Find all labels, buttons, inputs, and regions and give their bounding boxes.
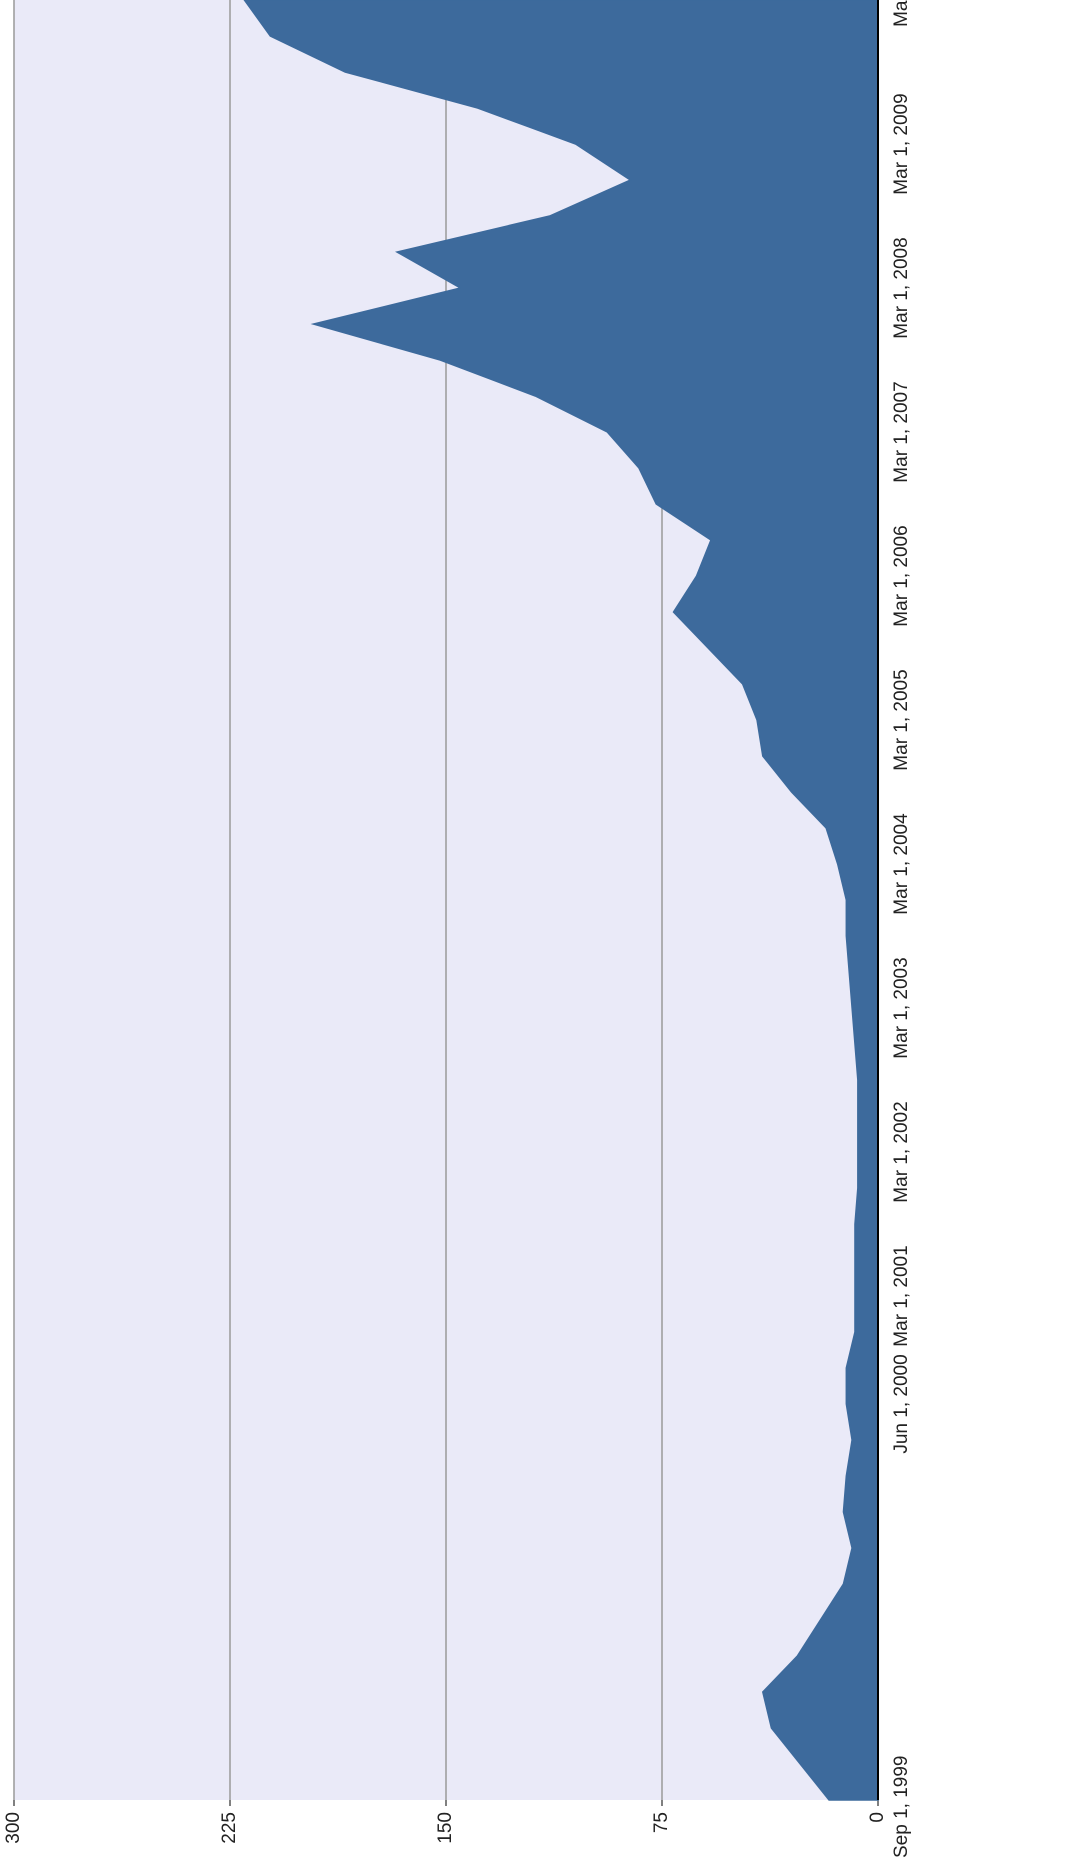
y-tick-label: 300 [3, 1812, 24, 1844]
x-tick-label: Mar 1, 2006 [891, 525, 912, 626]
x-tick-label: Mar 1, 2009 [891, 93, 912, 194]
x-tick-label: Sep 1, 1999 [891, 1756, 912, 1858]
y-tick-label: 225 [219, 1812, 240, 1844]
y-tick-label: 75 [651, 1812, 672, 1833]
y-tick-label: 150 [435, 1812, 456, 1844]
area [243, 0, 879, 1801]
y-tick-label: 0 [867, 1812, 888, 1823]
x-tick-label: Mar 1, 2004 [891, 813, 912, 915]
x-tick-label: Jun 1, 2000 [891, 1354, 912, 1453]
x-tick-label: Mar 1, 2003 [891, 957, 912, 1058]
x-tick-label: Mar 1, 2005 [891, 669, 912, 770]
x-tick-label: Mar 5. [891, 0, 912, 27]
x-tick-label: Mar 1, 2001 [891, 1245, 912, 1346]
x-tick-label: Mar 1, 2002 [891, 1101, 912, 1202]
x-tick-label: Mar 1, 2008 [891, 237, 912, 338]
x-tick-label: Mar 1, 2007 [891, 381, 912, 482]
